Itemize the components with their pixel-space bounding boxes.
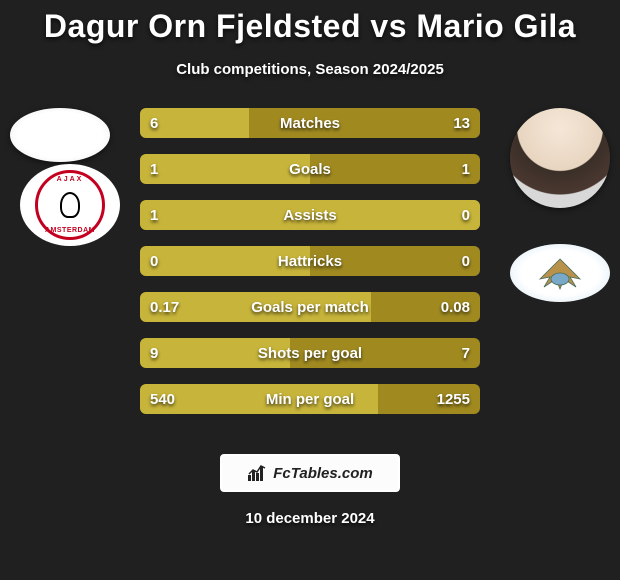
stat-right-value: 7 (452, 338, 480, 368)
stat-row: 613Matches (140, 108, 480, 138)
stat-fill (140, 200, 480, 230)
stat-left-value: 1 (140, 200, 168, 230)
footer-text: FcTables.com (273, 465, 372, 482)
player-left-portrait (10, 108, 110, 162)
club-left-logo: AJAX AMSTERDAM (20, 164, 120, 246)
stat-row: 5401255Min per goal (140, 384, 480, 414)
club-right-logo (510, 244, 610, 302)
stat-bars: 613Matches11Goals10Assists00Hattricks0.1… (140, 108, 480, 414)
stat-row: 10Assists (140, 200, 480, 230)
stat-row: 97Shots per goal (140, 338, 480, 368)
footer-badge[interactable]: FcTables.com (220, 454, 400, 492)
stat-left-value: 6 (140, 108, 168, 138)
stat-row: 0.170.08Goals per match (140, 292, 480, 322)
stat-left-value: 540 (140, 384, 185, 414)
stat-row: 00Hattricks (140, 246, 480, 276)
subtitle: Club competitions, Season 2024/2025 (0, 61, 620, 78)
stat-right-value: 1 (452, 154, 480, 184)
stat-right-value: 0.08 (431, 292, 480, 322)
stat-right-value: 13 (443, 108, 480, 138)
stat-left-value: 9 (140, 338, 168, 368)
stat-right-value: 0 (452, 200, 480, 230)
page-title: Dagur Orn Fjeldsted vs Mario Gila (0, 0, 620, 45)
stat-left-value: 0.17 (140, 292, 189, 322)
player-right-portrait (510, 108, 610, 208)
stat-right-value: 0 (452, 246, 480, 276)
stat-left-value: 0 (140, 246, 168, 276)
comparison-area: AJAX AMSTERDAM 613Matches11Goals10Assist… (0, 108, 620, 448)
stat-right-value: 1255 (427, 384, 480, 414)
footer-date: 10 december 2024 (0, 510, 620, 527)
stat-left-value: 1 (140, 154, 168, 184)
stat-row: 11Goals (140, 154, 480, 184)
eagle-icon (530, 255, 590, 291)
chart-icon (247, 464, 267, 482)
